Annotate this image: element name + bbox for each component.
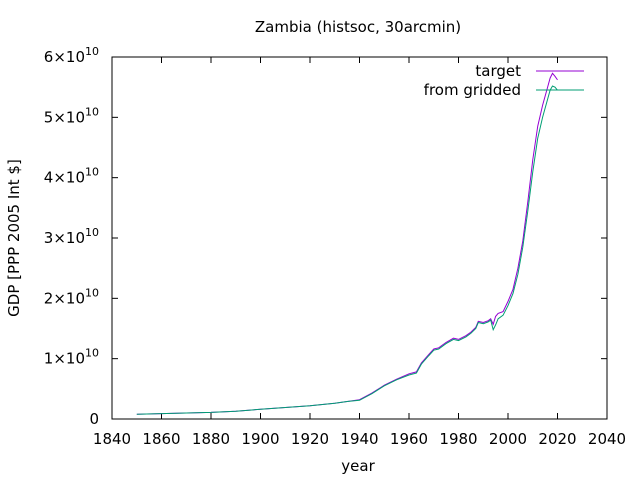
legend-label: from gridded: [424, 81, 521, 99]
x-tick-label: 2020: [538, 430, 576, 448]
series-line-target: [136, 72, 558, 415]
series-layer: [136, 72, 558, 415]
x-tick-label: 1840: [93, 430, 131, 448]
x-tick-label: 1900: [241, 430, 279, 448]
y-axis-label: GDP [PPP 2005 Int $]: [5, 159, 23, 317]
y-tick-label: 3×1010: [44, 226, 99, 247]
x-tick-label: 1960: [390, 430, 428, 448]
y-tick-label: 5×1010: [44, 105, 99, 126]
x-tick-label: 1880: [192, 430, 230, 448]
tick-labels: 1840 1860 1880 1900 1920 1940 1960 1980 2000 2020…: [44, 45, 626, 448]
x-tick-label: 1920: [291, 430, 329, 448]
plot-frame: [111, 56, 608, 420]
y-tick-label: 1×1010: [44, 347, 99, 368]
x-tick-label: 2040: [588, 430, 626, 448]
x-tick-label: 2000: [489, 430, 527, 448]
y-tick-label: 6×1010: [44, 45, 99, 66]
x-tick-label: 1940: [340, 430, 378, 448]
x-axis-label: year: [341, 457, 375, 475]
legend-label: target: [475, 62, 521, 80]
x-tick-label: 1860: [142, 430, 180, 448]
y-tick-label: 0: [89, 410, 99, 428]
axes: [111, 56, 608, 420]
chart-title: Zambia (histsoc, 30arcmin): [255, 18, 461, 36]
y-tick-label: 2×1010: [44, 286, 99, 307]
series-line-from-gridded: [136, 85, 558, 415]
x-tick-label: 1980: [439, 430, 477, 448]
y-tick-label: 4×1010: [44, 166, 99, 187]
